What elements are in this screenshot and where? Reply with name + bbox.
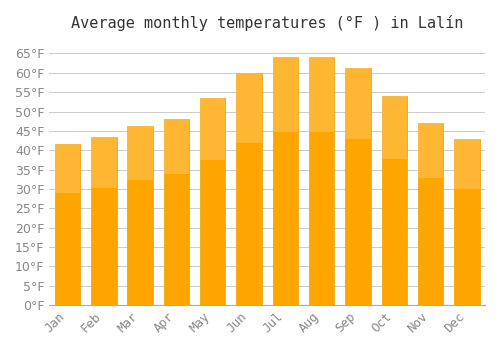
Bar [309,57,334,305]
Bar [200,98,226,160]
Title: Average monthly temperatures (°F ) in Lalín: Average monthly temperatures (°F ) in La… [71,15,464,31]
Bar [91,138,116,305]
Bar [55,145,80,305]
Bar [418,123,444,305]
Bar [236,73,262,305]
Bar [272,57,298,132]
Bar [309,57,334,132]
Bar [128,126,153,305]
Bar [91,138,116,188]
Bar [272,57,298,305]
Bar [345,68,370,139]
Bar [200,98,226,305]
Bar [55,145,80,192]
Bar [164,119,189,305]
Bar [345,68,370,305]
Bar [382,96,407,159]
Bar [164,119,189,174]
Bar [236,73,262,143]
Bar [382,96,407,305]
Bar [128,126,153,180]
Bar [454,139,479,305]
Bar [418,123,444,178]
Bar [454,139,479,189]
